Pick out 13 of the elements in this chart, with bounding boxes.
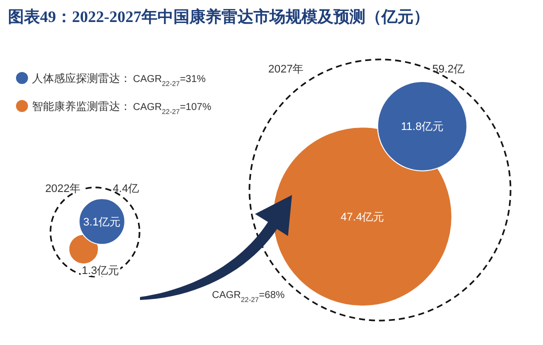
- data-label: 3.1亿元: [83, 216, 121, 229]
- data-label: 11.8亿元: [400, 121, 444, 134]
- text: 59.2亿: [432, 64, 465, 76]
- category-label: 2022年: [45, 182, 81, 195]
- legend-label: 智能康养监测雷达：: [32, 100, 131, 113]
- text: CAGR$_{22-27}$=31%: [133, 74, 206, 88]
- text: CAGR$_{22-27}$=107%: [133, 102, 212, 116]
- text: CAGR$_{22-27}$=68%: [212, 290, 285, 304]
- data-label: 47.4亿元: [340, 212, 384, 224]
- text: 图表49：2022-2027年中国康养雷达市场规模及预测（亿元）: [8, 7, 430, 26]
- text: 4.4亿: [112, 182, 140, 195]
- category-label: 2027年: [268, 64, 304, 76]
- legend-label: 人体感应探测雷达：: [32, 72, 131, 85]
